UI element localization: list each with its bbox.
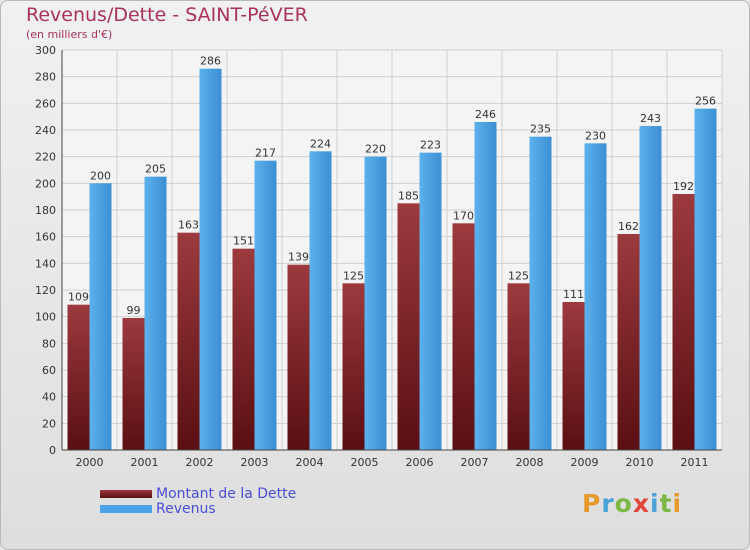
y-tick-label: 220: [35, 151, 56, 164]
y-tick-label: 100: [35, 311, 56, 324]
data-label-revenus-2005: 220: [365, 143, 386, 156]
data-label-debt-2008: 125: [508, 269, 529, 282]
x-tick-label: 2005: [351, 456, 379, 469]
bar-revenus-2011: [694, 108, 717, 451]
bar-debt-2006: [397, 203, 420, 450]
y-tick-label: 20: [42, 417, 56, 430]
chart-title: Revenus/Dette - SAINT-PéVER: [26, 4, 308, 26]
bar-revenus-2008: [529, 136, 552, 450]
legend-label-debt: Montant de la Dette: [156, 485, 297, 502]
data-label-revenus-2010: 243: [640, 112, 661, 125]
bar-debt-2010: [617, 234, 640, 450]
bar-debt-2000: [67, 304, 90, 450]
x-tick-label: 2011: [681, 456, 709, 469]
x-tick-label: 2008: [516, 456, 544, 469]
bars: [67, 68, 717, 451]
chart-subtitle: (en milliers d'€): [26, 28, 113, 41]
bar-debt-2003: [232, 248, 255, 450]
y-tick-label: 260: [35, 97, 56, 110]
bar-revenus-2010: [639, 126, 662, 450]
x-tick-label: 2001: [131, 456, 159, 469]
data-label-debt-2000: 109: [68, 291, 89, 304]
y-tick-label: 120: [35, 284, 56, 297]
data-label-debt-2006: 185: [398, 189, 419, 202]
bar-revenus-2004: [309, 151, 332, 451]
data-label-debt-2005: 125: [343, 269, 364, 282]
data-label-revenus-2002: 286: [200, 55, 221, 68]
data-label-debt-2004: 139: [288, 251, 309, 264]
x-tick-label: 2010: [626, 456, 654, 469]
bar-revenus-2001: [144, 176, 167, 450]
bar-debt-2011: [672, 194, 695, 450]
data-label-debt-2011: 192: [673, 180, 694, 193]
bar-debt-2001: [122, 318, 145, 450]
bar-revenus-2006: [419, 152, 442, 450]
legend: Montant de la Dette Revenus: [100, 485, 297, 517]
y-tick-label: 180: [35, 204, 56, 217]
bar-revenus-2003: [254, 160, 277, 450]
bar-revenus-2005: [364, 156, 387, 450]
y-tick-label: 200: [35, 177, 56, 190]
data-label-revenus-2001: 205: [145, 163, 166, 176]
x-tick-label: 2003: [241, 456, 269, 469]
data-label-revenus-2008: 235: [530, 123, 551, 136]
x-tick-label: 2002: [186, 456, 214, 469]
legend-swatch-revenus: [100, 504, 152, 513]
bar-debt-2007: [452, 223, 475, 450]
legend-item-debt: Montant de la Dette: [100, 485, 297, 502]
data-label-debt-2010: 162: [618, 220, 639, 233]
legend-swatch-debt: [100, 489, 152, 498]
data-label-revenus-2004: 224: [310, 137, 331, 150]
x-tick-label: 2009: [571, 456, 599, 469]
x-tick-label: 2000: [76, 456, 104, 469]
bar-revenus-2000: [89, 183, 112, 451]
data-label-revenus-2000: 200: [90, 169, 111, 182]
bar-debt-2009: [562, 302, 585, 450]
bar-debt-2008: [507, 283, 530, 450]
y-tick-label: 0: [49, 444, 56, 457]
bar-debt-2004: [287, 264, 310, 450]
bar-debt-2005: [342, 283, 365, 450]
data-label-debt-2002: 163: [178, 219, 199, 232]
bar-revenus-2007: [474, 122, 497, 450]
data-label-debt-2007: 170: [453, 209, 474, 222]
legend-item-revenus: Revenus: [100, 500, 296, 517]
bar-debt-2002: [177, 232, 200, 450]
bar-revenus-2002: [199, 68, 222, 451]
data-label-revenus-2003: 217: [255, 147, 276, 160]
data-label-revenus-2009: 230: [585, 129, 606, 142]
proxiti-logo: Proxiti: [582, 489, 683, 518]
x-tick-label: 2007: [461, 456, 489, 469]
data-label-revenus-2006: 223: [420, 139, 441, 152]
y-tick-label: 80: [42, 337, 56, 350]
y-tick-label: 300: [35, 44, 56, 57]
data-label-revenus-2011: 256: [695, 95, 716, 108]
y-tick-label: 160: [35, 231, 56, 244]
bar-revenus-2009: [584, 143, 607, 451]
x-tick-label: 2004: [296, 456, 324, 469]
y-tick-label: 280: [35, 71, 56, 84]
y-tick-label: 60: [42, 364, 56, 377]
y-tick-label: 240: [35, 124, 56, 137]
data-label-revenus-2007: 246: [475, 108, 496, 121]
y-tick-label: 140: [35, 257, 56, 270]
axes: 0 20 40 60 80 100 120 140 160 180 200 220 240 260 280 3…: [35, 44, 722, 469]
data-labels: 109 200 99 205 163 286 151 217 139 224 125 220 185 22…: [68, 55, 716, 317]
data-label-debt-2003: 151: [233, 235, 254, 248]
legend-label-revenus: Revenus: [156, 500, 216, 517]
data-label-debt-2001: 99: [127, 304, 141, 317]
x-tick-label: 2006: [406, 456, 434, 469]
data-label-debt-2009: 111: [563, 288, 584, 301]
y-tick-label: 40: [42, 391, 56, 404]
